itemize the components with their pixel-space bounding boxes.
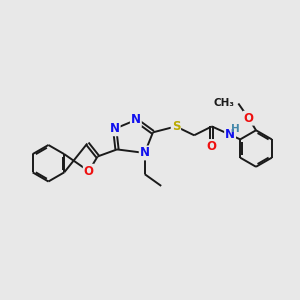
Text: O: O <box>84 165 94 178</box>
Text: S: S <box>172 120 180 133</box>
Text: O: O <box>207 140 217 153</box>
Text: H: H <box>231 124 240 134</box>
Text: N: N <box>110 122 120 135</box>
Text: N: N <box>140 146 150 159</box>
Text: CH₃: CH₃ <box>214 98 235 108</box>
Text: N: N <box>225 128 235 141</box>
Text: N: N <box>131 113 141 127</box>
Text: O: O <box>244 112 254 125</box>
